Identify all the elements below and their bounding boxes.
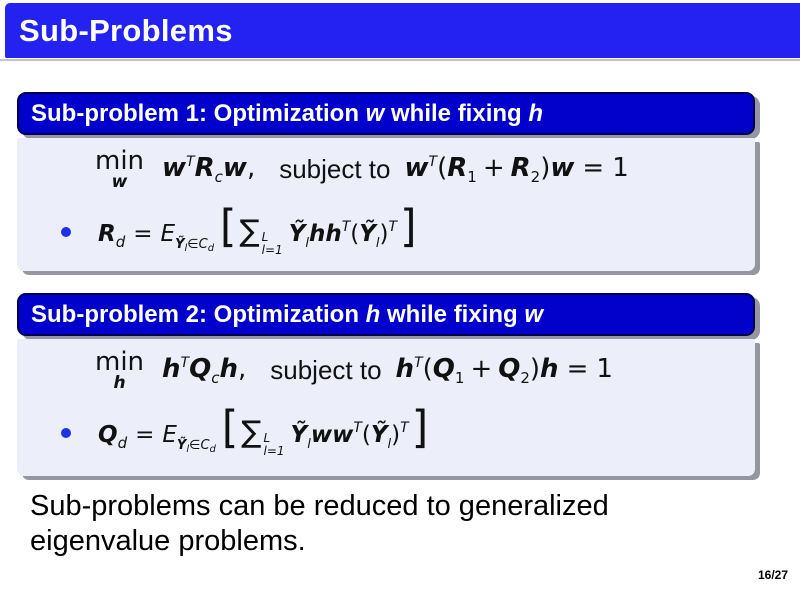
subproblem-box-1: Sub-problem 1: Optimization w while fixi… — [17, 92, 755, 271]
math-token: h — [113, 373, 126, 393]
subject-to-label: subject to — [279, 154, 391, 184]
sum-glyph: ∑ — [239, 214, 260, 249]
min-operator: min h — [95, 349, 144, 392]
math-token: min — [95, 146, 145, 176]
bullet-icon — [61, 227, 71, 238]
bullet-icon — [61, 428, 71, 439]
title-var-w: w — [524, 301, 544, 328]
title-var-h: h — [365, 301, 381, 328]
header-separator — [0, 59, 800, 61]
title-text: while fixing — [384, 100, 529, 127]
subproblem-1-body: min w wTRcw, subject to wT(R1 + R2)w = 1 Rd =… — [17, 138, 755, 271]
title-text: Sub-problem 1: Optimization — [31, 100, 366, 127]
footer-line-2: eigenvalue problems. — [30, 524, 306, 557]
header-bar: Sub-Problems — [5, 3, 800, 58]
math-term: wTRcw, — [162, 153, 256, 186]
math-token: min — [95, 347, 145, 377]
math-term: hTQch, — [162, 354, 247, 387]
subject-to-label: subject to — [270, 355, 382, 385]
title-var-w: w — [365, 100, 385, 127]
min-operator: min w — [95, 148, 144, 191]
math-token: w — [111, 172, 128, 192]
subproblem-1-title-bar: Sub-problem 1: Optimization w while fixi… — [17, 92, 755, 135]
sum-glyph: ∑ — [241, 415, 262, 450]
footer-line-1: Sub-problems can be reduced to generaliz… — [30, 490, 609, 522]
math-constraint: wT(R1 + R2)w = 1 — [404, 153, 629, 186]
subproblem-box-2: Sub-problem 2: Optimization h while fixi… — [17, 293, 755, 476]
footer-text: Sub-problems can be reduced to generaliz… — [30, 489, 609, 559]
subproblem-2-title-bar: Sub-problem 2: Optimization h while fixi… — [17, 293, 755, 336]
subproblem-2-body: min h hTQch, subject to hT(Q1 + Q2)h = 1 Qd =… — [17, 339, 755, 476]
title-text: while fixing — [380, 301, 525, 328]
title-text: Sub-problem 2: Optimization — [31, 301, 366, 328]
title-var-h: h — [528, 100, 544, 127]
math-constraint: hT(Q1 + Q2)h = 1 — [395, 354, 613, 387]
page-title: Sub-Problems — [19, 13, 233, 48]
formula-line: min h hTQch, subject to hT(Q1 + Q2)h = 1 — [17, 339, 755, 392]
page-number: 16/27 — [757, 568, 788, 582]
formula-line: min w wTRcw, subject to wT(R1 + R2)w = 1 — [17, 138, 755, 191]
